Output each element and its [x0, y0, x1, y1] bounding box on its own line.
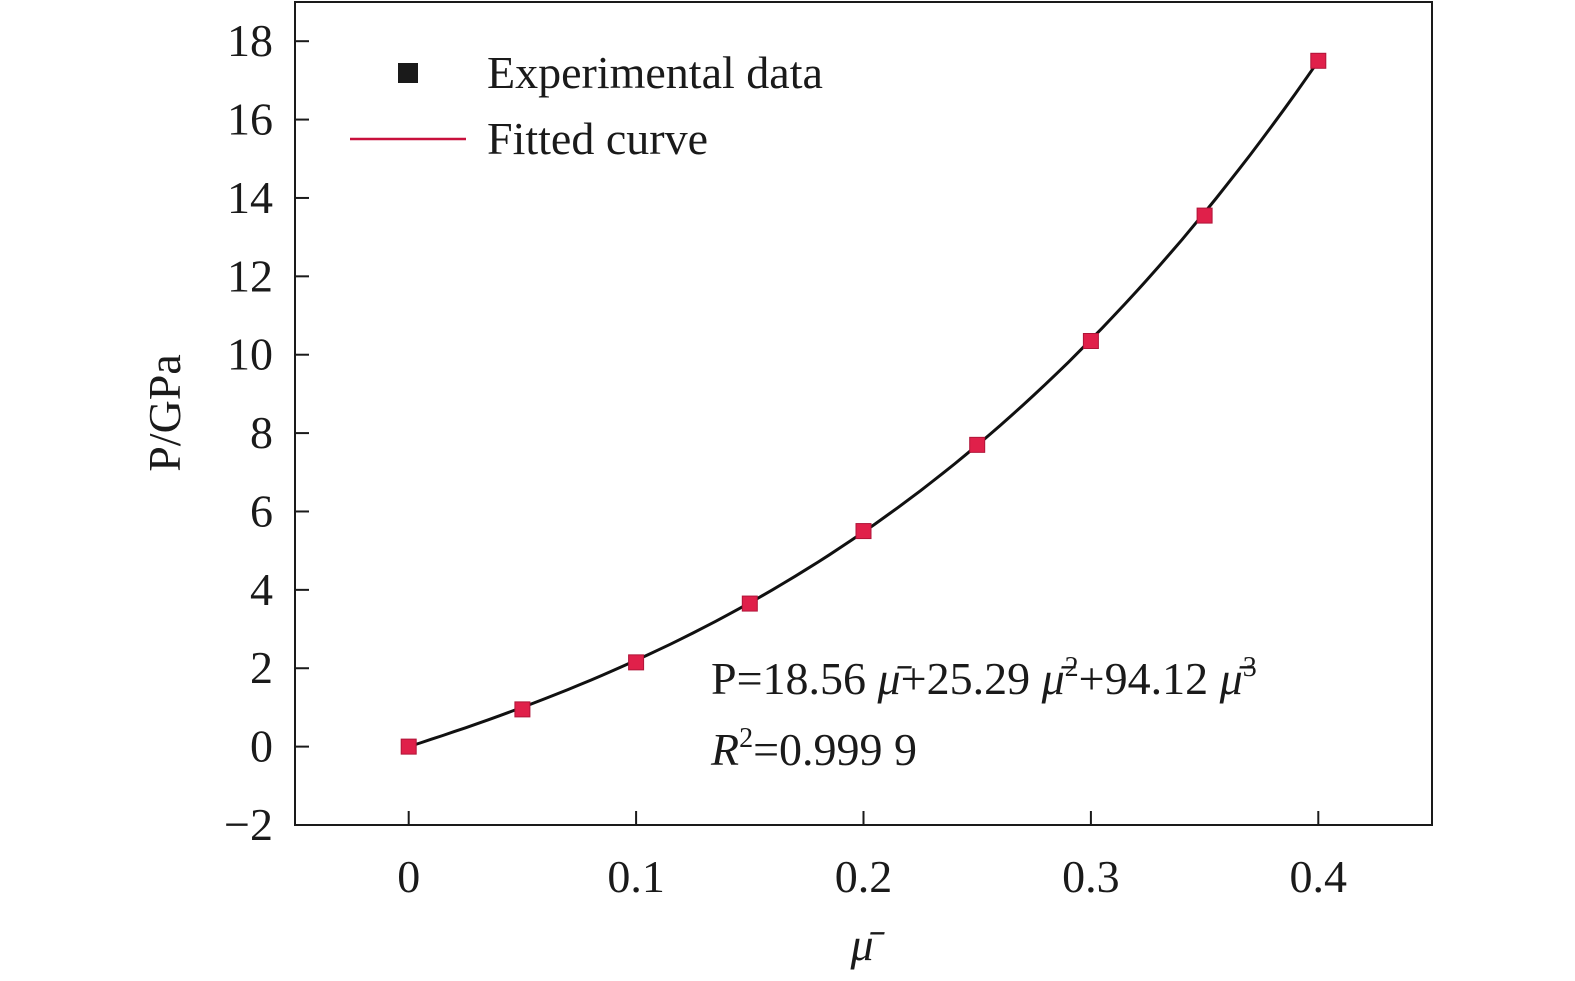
y-tick-label: 14: [227, 172, 273, 223]
y-tick-label: 8: [250, 407, 273, 458]
x-axis: 0 0.1 0.2 0.3 0.4: [397, 811, 1347, 902]
x-axis-label: μ̄: [849, 919, 885, 970]
y-axis: −2 0 2 4 6 8 10 12 14 16 18: [224, 15, 309, 850]
y-tick-label: 10: [227, 329, 273, 380]
y-tick-label: 16: [227, 94, 273, 145]
y-tick-label: 2: [250, 642, 273, 693]
r2-exp: 2: [739, 723, 753, 754]
eq-exp-3: 3: [1243, 652, 1257, 683]
y-tick-label: 6: [250, 485, 273, 536]
data-point: [1082, 332, 1099, 349]
data-point: [1196, 207, 1213, 224]
eq-exp-2: 2: [1065, 652, 1079, 683]
data-point: [741, 595, 758, 612]
legend-label-experimental: Experimental data: [487, 47, 823, 98]
x-tick-label: 0.4: [1290, 851, 1348, 902]
data-point: [628, 654, 645, 671]
x-tick-label: 0: [397, 851, 420, 902]
eq-term-3: +94.12: [1079, 653, 1220, 704]
y-tick-label: 0: [250, 721, 273, 772]
r2-r: R: [710, 724, 739, 775]
data-point: [400, 738, 417, 755]
data-point: [1310, 52, 1327, 69]
legend: Experimental data Fitted curve: [350, 47, 823, 164]
y-tick-label: −2: [224, 799, 273, 850]
x-tick-label: 0.3: [1062, 851, 1120, 902]
eq-term-2: +25.29: [901, 653, 1042, 704]
y-tick-label: 4: [250, 564, 273, 615]
x-tick-label: 0.1: [607, 851, 665, 902]
y-tick-label: 18: [227, 15, 273, 66]
legend-label-fitted: Fitted curve: [487, 113, 708, 164]
r2-value: =0.999 9: [753, 724, 917, 775]
experimental-data-markers: [400, 52, 1327, 755]
data-point: [969, 436, 986, 453]
x-tick-label: 0.2: [835, 851, 893, 902]
data-point: [855, 523, 872, 540]
y-axis-label: P/GPa: [139, 354, 190, 472]
data-point: [514, 701, 531, 718]
y-tick-label: 12: [227, 250, 273, 301]
r-squared: R2=0.999 9: [710, 723, 917, 775]
eq-p-term: P=18.56: [711, 653, 878, 704]
fit-equation: P=18.56 μ̄+25.29 μ̄2+94.12 μ̄3: [711, 652, 1257, 704]
legend-marker-experimental: [398, 63, 418, 83]
